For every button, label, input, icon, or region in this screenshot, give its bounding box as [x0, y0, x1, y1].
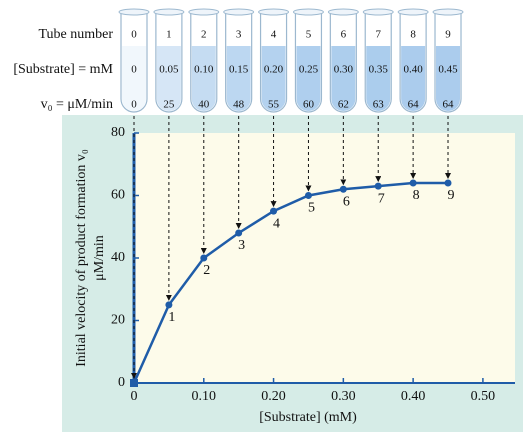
substrate-label: 0.20 — [264, 64, 284, 76]
point-label: 1 — [168, 310, 175, 325]
tube-number: 5 — [306, 29, 312, 41]
y-tick-label: 20 — [111, 313, 125, 328]
point — [235, 229, 243, 237]
tube-liquid — [156, 46, 181, 111]
tube-number: 3 — [236, 29, 242, 41]
point-label: 4 — [273, 216, 280, 231]
tube — [225, 12, 253, 113]
tube-liquid — [296, 46, 321, 111]
tube-rim — [432, 8, 464, 16]
y-tick-label: 60 — [111, 188, 125, 203]
row-label: [Substrate] = mM — [13, 62, 113, 77]
tube-rim — [397, 8, 429, 16]
tube-liquid — [366, 46, 391, 111]
tube-liquid — [331, 46, 356, 111]
point-label: 6 — [343, 194, 350, 209]
substrate-label: 0.10 — [194, 64, 214, 76]
substrate-label: 0 — [131, 64, 137, 76]
point — [200, 254, 208, 262]
point-label: 9 — [448, 188, 455, 203]
tube-number: 7 — [375, 29, 381, 41]
point-label: 3 — [238, 238, 245, 253]
point — [165, 301, 173, 309]
tube-liquid — [436, 46, 461, 111]
point-label: 8 — [413, 188, 420, 203]
point — [130, 379, 138, 387]
tube-liquid — [401, 46, 426, 111]
tube-rim — [153, 8, 185, 16]
tube-rim — [258, 8, 290, 16]
tube — [364, 12, 392, 113]
y-axis-label: μM/min — [92, 235, 107, 281]
tube-rim — [188, 8, 220, 16]
tube-number: 9 — [445, 29, 451, 41]
velocity-label: 40 — [198, 99, 210, 111]
substrate-label: 0.25 — [299, 64, 319, 76]
row-label: v₀ = μM/min — [41, 97, 113, 112]
point-label: 5 — [308, 201, 315, 216]
velocity-label: 55 — [268, 99, 280, 111]
velocity-label: 64 — [443, 99, 455, 111]
plot-area — [133, 133, 515, 383]
tube-number: 8 — [410, 29, 416, 41]
velocity-label: 25 — [163, 99, 175, 111]
tube-number: 2 — [201, 29, 207, 41]
tube-rim — [327, 8, 359, 16]
velocity-label: 63 — [373, 99, 385, 111]
y-axis-label: Initial velocity of product formation v₀ — [74, 149, 89, 367]
tube-number: 4 — [271, 29, 277, 41]
tube — [434, 12, 462, 113]
tube — [399, 12, 427, 113]
y-tick-label: 80 — [111, 125, 125, 140]
point-label: 2 — [203, 263, 210, 278]
point — [270, 207, 278, 215]
tube — [120, 12, 148, 113]
tube-rim — [118, 8, 150, 16]
point — [444, 179, 452, 187]
x-tick-label: 0.50 — [471, 389, 496, 404]
velocity-label: 0 — [131, 99, 137, 111]
tube-number: 0 — [131, 29, 137, 41]
velocity-label: 48 — [233, 99, 245, 111]
point — [304, 192, 312, 199]
row-label: Tube number — [38, 27, 113, 42]
tube-rim — [362, 8, 394, 16]
tube-rim — [223, 8, 255, 16]
substrate-label: 0.35 — [369, 64, 389, 76]
x-tick-label: 0.30 — [331, 389, 356, 404]
tube-number: 6 — [341, 29, 347, 41]
x-tick-label: 0.20 — [261, 389, 286, 404]
velocity-label: 60 — [303, 99, 315, 111]
point-label: 7 — [378, 191, 385, 206]
tube — [329, 12, 357, 113]
tube-liquid — [122, 46, 146, 111]
point — [409, 179, 417, 187]
y-tick-label: 0 — [118, 375, 125, 390]
substrate-label: 0.05 — [159, 64, 179, 76]
tube-number: 1 — [166, 29, 172, 41]
x-tick-label: 0 — [131, 389, 138, 404]
tube — [259, 12, 288, 113]
tube-liquid — [261, 46, 286, 111]
x-tick-label: 0.40 — [401, 389, 426, 404]
tube — [155, 12, 183, 113]
substrate-label: 0.40 — [403, 64, 423, 76]
tube — [294, 12, 323, 113]
tube — [190, 12, 218, 113]
velocity-label: 62 — [338, 99, 349, 111]
y-tick-label: 40 — [111, 250, 125, 265]
tube-rim — [292, 8, 324, 16]
substrate-label: 0.30 — [334, 64, 354, 76]
substrate-label: 0.45 — [438, 64, 458, 76]
substrate-label: 0.15 — [229, 64, 249, 76]
velocity-label: 64 — [408, 99, 420, 111]
x-tick-label: 0.10 — [192, 389, 217, 404]
point — [339, 185, 347, 193]
tube-liquid — [226, 46, 251, 111]
curve — [132, 181, 449, 384]
tube-liquid — [191, 46, 216, 111]
x-axis-label: [Substrate] (mM) — [259, 410, 357, 425]
point — [374, 182, 382, 190]
